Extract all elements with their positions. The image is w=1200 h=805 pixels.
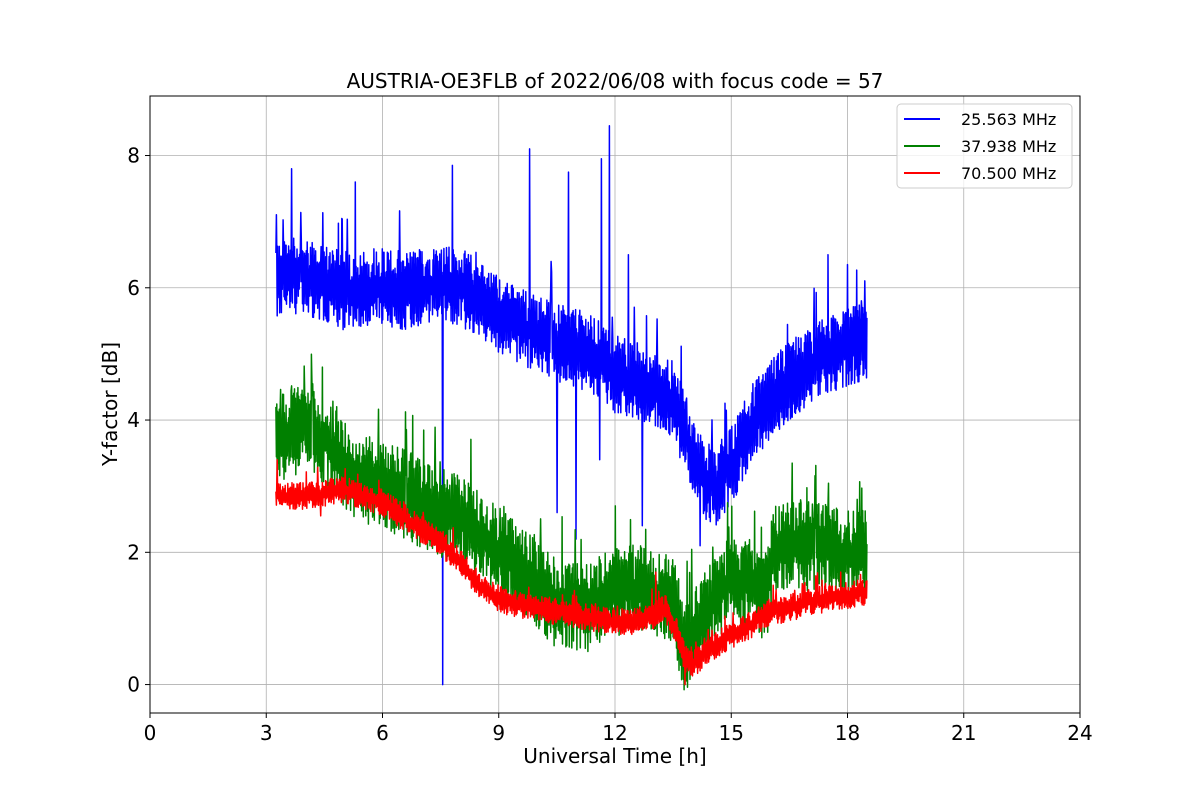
x-tick-label: 21 (951, 721, 976, 745)
y-tick-label: 2 (127, 540, 140, 564)
legend-label: 25.563 MHz (961, 110, 1056, 129)
x-tick-label: 3 (260, 721, 273, 745)
y-axis-label: Y-factor [dB] (98, 342, 122, 467)
x-tick-label: 15 (719, 721, 744, 745)
y-tick-label: 0 (127, 673, 140, 697)
x-tick-label: 6 (376, 721, 389, 745)
y-tick-label: 4 (127, 408, 140, 432)
legend-label: 37.938 MHz (961, 137, 1056, 156)
x-tick-label: 18 (835, 721, 860, 745)
series-line-1 (275, 125, 868, 686)
chart-title: AUSTRIA-OE3FLB of 2022/06/08 with focus … (347, 69, 884, 93)
legend-entries: 25.563 MHz 37.938 MHz 70.500 MHz (904, 110, 1056, 183)
x-axis-label: Universal Time [h] (523, 744, 706, 768)
y-tick-label: 8 (127, 144, 140, 168)
series-line-3 (275, 458, 868, 686)
x-tick-label: 0 (144, 721, 157, 745)
x-tick-label: 12 (602, 721, 627, 745)
series-layer (275, 125, 868, 691)
legend-label: 70.500 MHz (961, 164, 1056, 183)
legend: 25.563 MHz 37.938 MHz 70.500 MHz (896, 103, 1073, 189)
x-tick-label: 9 (492, 721, 505, 745)
x-tick-label: 24 (1067, 721, 1092, 745)
y-tick-label: 6 (127, 276, 140, 300)
legend-box (896, 103, 1073, 189)
